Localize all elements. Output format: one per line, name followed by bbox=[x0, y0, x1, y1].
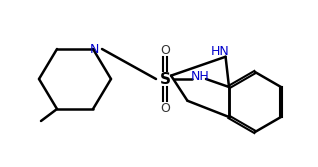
Text: S: S bbox=[160, 71, 170, 87]
Text: NH: NH bbox=[190, 69, 209, 82]
Text: O: O bbox=[160, 43, 170, 56]
Text: HN: HN bbox=[211, 45, 230, 58]
Text: N: N bbox=[89, 42, 99, 55]
Text: O: O bbox=[160, 102, 170, 115]
